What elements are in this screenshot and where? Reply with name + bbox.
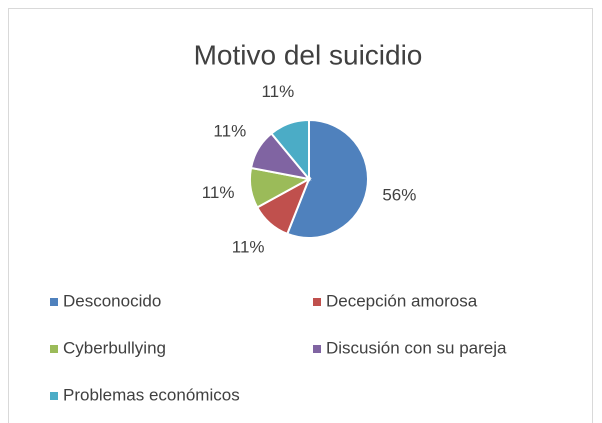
data-label: 11% bbox=[232, 237, 265, 256]
legend-marker bbox=[313, 345, 321, 353]
legend-label: Discusión con su pareja bbox=[326, 338, 507, 357]
legend-marker bbox=[50, 392, 58, 400]
legend-label: Decepción amorosa bbox=[326, 291, 478, 310]
legend-label: Problemas económicos bbox=[63, 385, 240, 404]
pie-slice bbox=[285, 118, 369, 239]
legend-marker bbox=[50, 298, 58, 306]
legend-label: Desconocido bbox=[63, 291, 161, 310]
data-label: 11% bbox=[202, 183, 235, 202]
legend-marker bbox=[50, 345, 58, 353]
data-label: 11% bbox=[261, 82, 294, 101]
pie-slice bbox=[269, 118, 310, 182]
legend-marker bbox=[313, 298, 321, 306]
chart-title: Motivo del suicidio bbox=[194, 39, 423, 70]
data-label: 11% bbox=[213, 122, 246, 141]
legend-label: Cyberbullying bbox=[63, 338, 166, 357]
data-label: 56% bbox=[382, 186, 416, 205]
